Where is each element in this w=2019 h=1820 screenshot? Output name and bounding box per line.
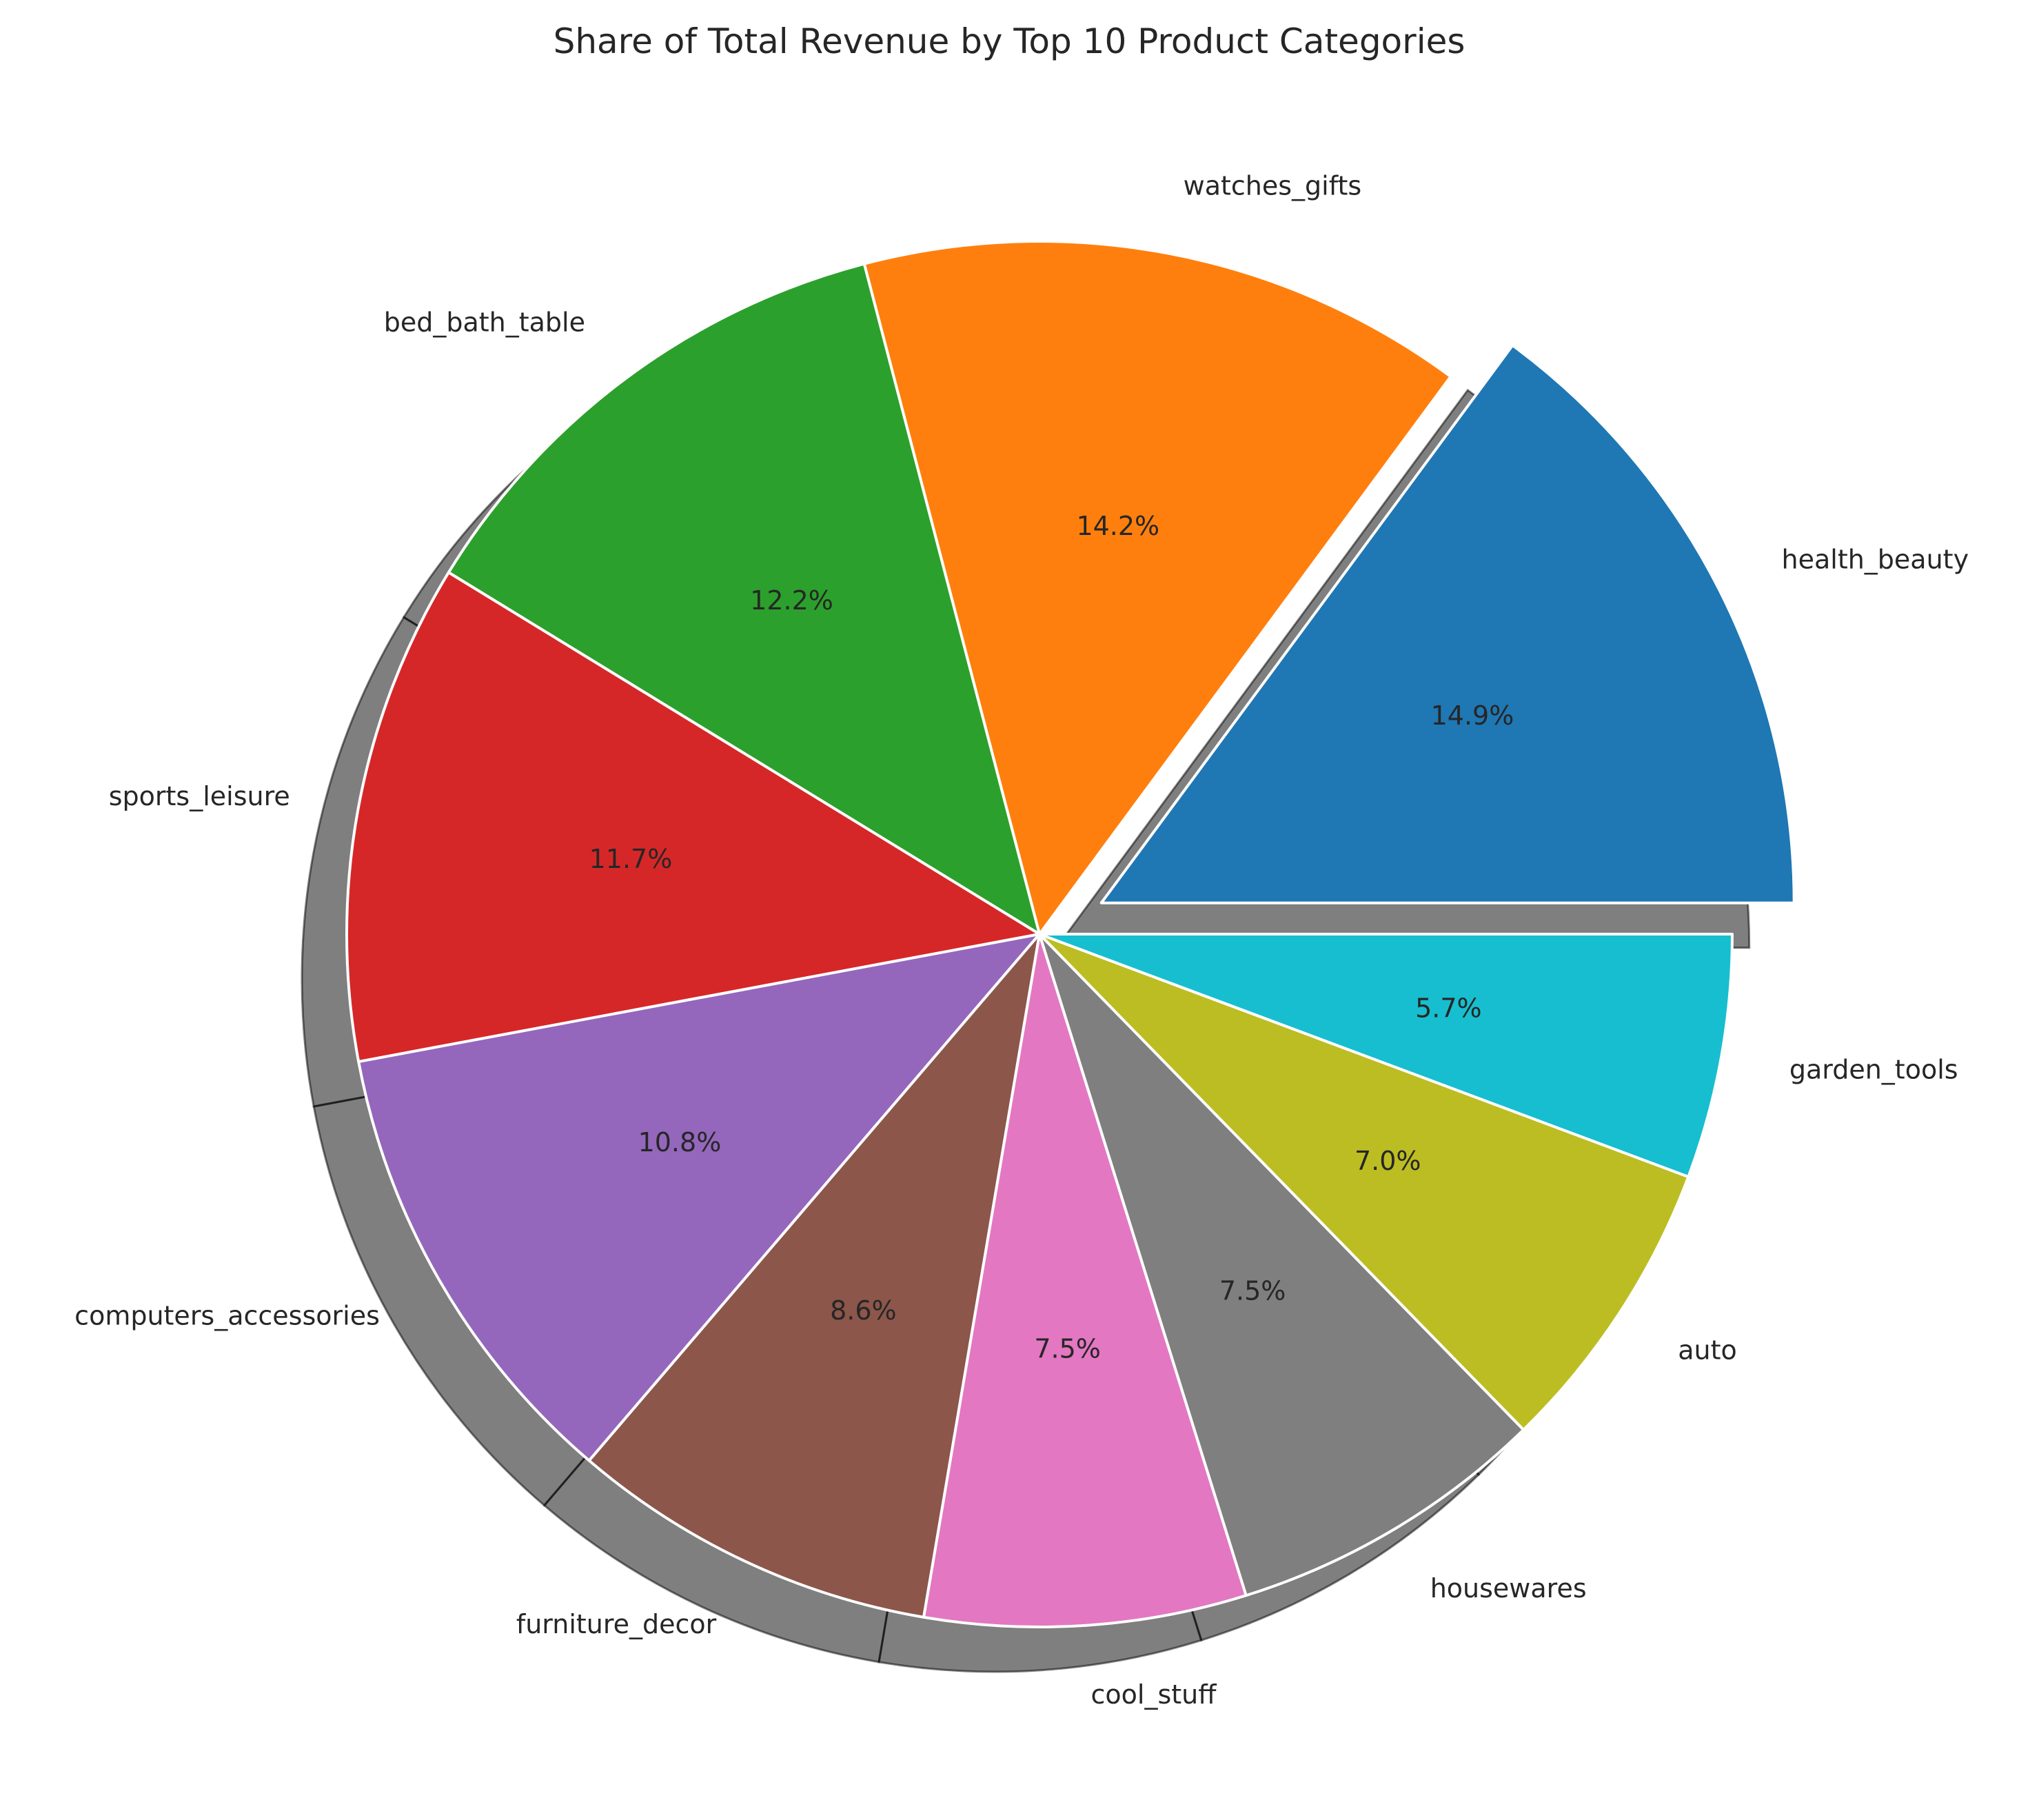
slice-label-cool-stuff: cool_stuff — [1091, 1679, 1217, 1710]
slice-bed-bath-table — [447, 262, 1041, 936]
slice-auto — [1038, 933, 1690, 1431]
label-layer: health_beauty 14.9% watches_gifts 14.2% bed_… — [74, 170, 1969, 1710]
slice-label-garden-tools: garden_tools — [1789, 1055, 1958, 1085]
slice-furniture-decor — [587, 933, 1041, 1619]
slice-watches-gifts — [862, 240, 1452, 936]
slice-garden-tools — [1038, 933, 1734, 1178]
slice-pct-label-furniture-decor: 8.6% — [830, 1295, 897, 1326]
slice-label-watches-gifts: watches_gifts — [1184, 170, 1362, 201]
slice-label-computers-accessories: computers_accessories — [74, 1300, 380, 1331]
slice-sports-leisure — [345, 571, 1041, 1064]
slice-layer — [345, 240, 1796, 1628]
slice-label-auto: auto — [1678, 1335, 1737, 1366]
slice-pct-label-sports-leisure: 11.7% — [589, 844, 673, 874]
slice-computers-accessories — [357, 933, 1041, 1462]
slice-pct-label-health-beauty: 14.9% — [1431, 700, 1514, 731]
slice-label-health-beauty: health_beauty — [1782, 544, 1969, 574]
chart-title: Share of Total Revenue by Top 10 Product… — [554, 21, 1465, 61]
slice-health-beauty — [1099, 343, 1796, 904]
slice-label-bed-bath-table: bed_bath_table — [384, 307, 585, 337]
slice-label-housewares: housewares — [1430, 1573, 1587, 1604]
slice-label-furniture-decor: furniture_decor — [516, 1609, 717, 1639]
slice-pct-label-cool-stuff: 7.5% — [1034, 1334, 1101, 1364]
slice-pct-label-garden-tools: 5.7% — [1415, 993, 1482, 1023]
slice-pct-label-auto: 7.0% — [1355, 1146, 1421, 1176]
slice-label-sports-leisure: sports_leisure — [109, 781, 290, 811]
slice-cool-stuff — [922, 933, 1248, 1628]
slice-pct-label-computers-accessories: 10.8% — [638, 1127, 722, 1157]
slice-pct-label-bed-bath-table: 12.2% — [750, 585, 833, 616]
slice-housewares — [1038, 933, 1525, 1597]
slice-pct-label-watches-gifts: 14.2% — [1076, 511, 1159, 541]
slice-pct-label-housewares: 7.5% — [1219, 1276, 1286, 1306]
